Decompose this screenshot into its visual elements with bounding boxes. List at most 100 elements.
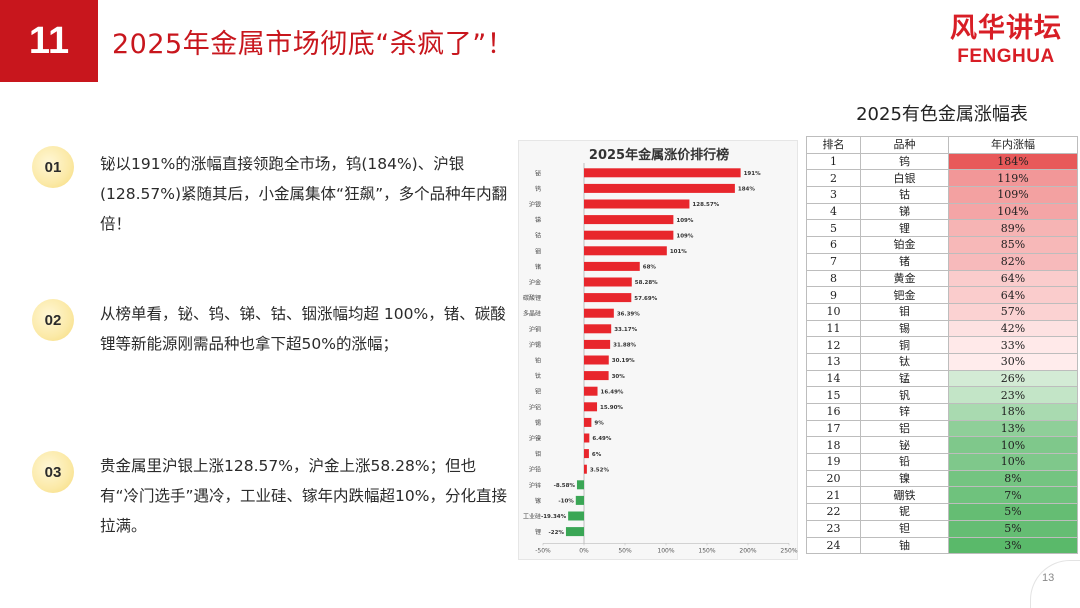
x-tick-label: -50%	[535, 547, 551, 554]
cell-metal-name: 白银	[860, 169, 949, 188]
bar	[584, 215, 674, 225]
cell-metal-name: 铀	[860, 536, 949, 555]
bar	[584, 417, 592, 427]
bar	[584, 449, 589, 459]
cell-rank: 1	[806, 152, 861, 171]
cell-metal-name: 锌	[860, 403, 949, 421]
table-row: 22 铌 5%	[806, 503, 1078, 521]
cell-rank: 14	[806, 369, 861, 388]
table-row: 23 钽 5%	[806, 519, 1078, 538]
category-label: 沪铜	[529, 325, 541, 333]
category-label: 沪锡	[529, 341, 541, 349]
bar	[584, 433, 590, 443]
cell-change: 82%	[948, 252, 1078, 271]
cell-metal-name: 锡	[860, 319, 949, 338]
bar	[584, 339, 611, 349]
value-label: -10%	[558, 499, 574, 505]
bar	[584, 246, 667, 256]
cell-rank: 20	[806, 469, 861, 488]
x-tick-label: 250%	[780, 547, 797, 554]
cell-change: 10%	[948, 436, 1078, 455]
category-label: 沪镍	[529, 435, 541, 443]
corner-decoration	[1030, 560, 1080, 608]
cell-metal-name: 铌	[860, 503, 949, 521]
cell-metal-name: 镍	[860, 469, 949, 488]
value-label: 3.52%	[590, 467, 610, 473]
cell-rank: 19	[806, 453, 861, 471]
cell-change: 13%	[948, 419, 1078, 438]
cell-metal-name: 钛	[860, 352, 949, 371]
bar	[584, 308, 614, 318]
table-row: 17 铝 13%	[806, 419, 1078, 438]
cell-change: 184%	[948, 152, 1078, 171]
cell-metal-name: 钼	[860, 302, 949, 321]
point-badge: 03	[32, 451, 74, 493]
category-label: 沪金	[529, 279, 541, 287]
category-label: 钯	[535, 388, 541, 396]
bar	[584, 293, 632, 303]
cell-metal-name: 铝	[860, 419, 949, 438]
category-label: 钨	[535, 185, 541, 193]
cell-rank: 11	[806, 319, 861, 338]
cell-change: 109%	[948, 186, 1078, 204]
cell-rank: 17	[806, 419, 861, 438]
bar	[568, 511, 584, 521]
cell-rank: 10	[806, 302, 861, 321]
bar	[575, 495, 584, 505]
cell-rank: 12	[806, 336, 861, 354]
cell-rank: 22	[806, 503, 861, 521]
table-row: 3 钴 109%	[806, 186, 1078, 204]
value-label: 9%	[594, 421, 604, 427]
page-number: 13	[1042, 572, 1055, 584]
point-badge: 02	[32, 299, 74, 341]
table-row: 2 白银 119%	[806, 169, 1078, 188]
cell-change: 119%	[948, 169, 1078, 188]
x-tick-label: 0%	[579, 547, 589, 554]
cell-rank: 4	[806, 202, 861, 221]
bar	[584, 464, 587, 474]
category-label: 铋	[535, 169, 541, 177]
point-text: 贵金属里沪银上涨128.57%，沪金上涨58.28%；但也有“冷门选手”遇冷，工…	[100, 457, 508, 535]
table-row: 7 锗 82%	[806, 252, 1078, 271]
x-tick-label: 50%	[618, 547, 632, 554]
table-row: 4 锑 104%	[806, 202, 1078, 221]
category-label: 锂	[535, 528, 541, 536]
cell-rank: 3	[806, 186, 861, 204]
slide-number: 11	[28, 19, 70, 62]
table-row: 1 钨 184%	[806, 152, 1078, 171]
table-row: 5 锂 89%	[806, 219, 1078, 238]
cell-metal-name: 钽	[860, 519, 949, 538]
slide-title: 2025年金属市场彻底“杀疯了”！	[112, 29, 515, 60]
bar	[584, 168, 741, 178]
bar	[584, 355, 609, 365]
table-header-row: 排名 品种 年内涨幅	[806, 136, 1078, 154]
cell-metal-name: 锰	[860, 369, 949, 388]
cell-change: 23%	[948, 386, 1078, 404]
category-label: 沪银	[529, 201, 541, 209]
metal-change-table-panel: 2025有色金属涨幅表 排名 品种 年内涨幅 1 钨 184% 2 白银 119% 3 钴 10…	[806, 96, 1078, 558]
table-row: 14 锰 26%	[806, 369, 1078, 388]
cell-rank: 8	[806, 269, 861, 288]
bar	[584, 261, 640, 271]
bar	[565, 527, 584, 537]
table-row: 10 钼 57%	[806, 302, 1078, 321]
category-label: 铟	[535, 247, 541, 255]
value-label: 36.39%	[617, 311, 640, 317]
cell-metal-name: 硼铁	[860, 486, 949, 505]
value-label: -22%	[549, 530, 565, 536]
point-text: 从榜单看，铋、钨、锑、钴、铟涨幅均超 100%，锗、碳酸锂等新能源刚需品种也拿下…	[100, 305, 506, 353]
bar-chart-svg: 2025年金属涨价排行榜 铋 191% 钨 184% 沪银 128.57% 锑 109% 钴 10…	[523, 147, 798, 554]
value-label: 68%	[643, 265, 657, 271]
cell-rank: 9	[806, 286, 861, 304]
metal-change-table: 排名 品种 年内涨幅 1 钨 184% 2 白银 119% 3 钴 109% 4 锑 104% 5 锂 89…	[806, 136, 1078, 555]
bar	[584, 277, 632, 287]
category-label: 碳酸锂	[523, 294, 541, 302]
category-label: 沪铅	[529, 466, 541, 474]
value-label: 31.88%	[613, 343, 636, 349]
table-row: 19 铅 10%	[806, 453, 1078, 471]
value-label: 128.57%	[692, 202, 719, 208]
cell-metal-name: 钒	[860, 386, 949, 404]
slide-number-badge: 11	[0, 0, 98, 82]
category-label: 多晶硅	[523, 310, 541, 318]
bar	[584, 230, 674, 240]
